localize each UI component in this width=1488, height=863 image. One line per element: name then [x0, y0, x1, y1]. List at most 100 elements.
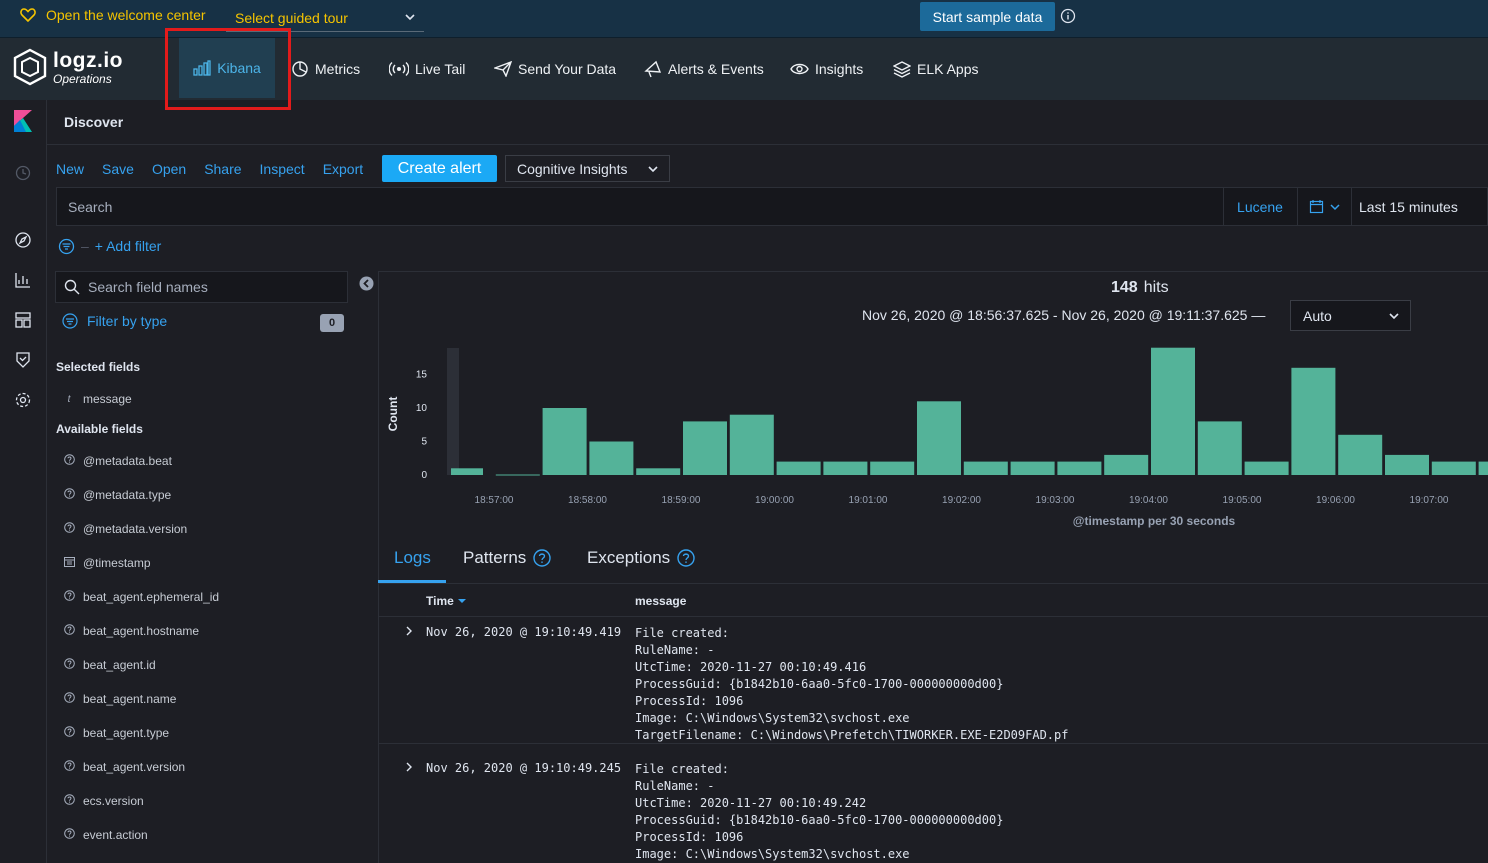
nav-send-your-data[interactable]: Send Your Data: [494, 38, 616, 100]
field-item[interactable]: beat_agent.ephemeral_id: [62, 590, 219, 604]
active-tab-indicator: [378, 580, 446, 583]
column-header-time[interactable]: Time: [426, 594, 466, 608]
results-tabs: Logs Patterns Exceptions: [378, 540, 1488, 584]
y-tick-label: 5: [421, 437, 427, 448]
time-range-display[interactable]: Last 15 minutes: [1359, 199, 1458, 215]
field-item[interactable]: beat_agent.version: [62, 760, 185, 774]
collapse-sidebar-icon[interactable]: [359, 276, 374, 291]
histogram-chart[interactable]: Count 0 5 10 15 18:57:00 18:58:00 18:59:00 19:00…: [379, 332, 1488, 532]
info-icon[interactable]: [1060, 8, 1076, 24]
logzio-logo[interactable]: logz.io Operations: [13, 48, 123, 86]
field-item[interactable]: @metadata.beat: [62, 454, 172, 468]
welcome-bar: Open the welcome center Select guided to…: [0, 0, 1488, 38]
field-item[interactable]: @metadata.version: [62, 522, 187, 536]
tab-exceptions[interactable]: Exceptions: [587, 548, 695, 568]
string-type-icon: t: [67, 393, 71, 405]
calendar-icon: [1309, 200, 1323, 214]
field-item[interactable]: @timestamp: [62, 556, 151, 570]
chevron-right-icon[interactable]: [402, 622, 416, 640]
x-tick-label: 18:58:00: [568, 495, 607, 506]
row-timestamp: Nov 26, 2020 @ 19:10:49.419: [426, 625, 622, 639]
interval-select[interactable]: Auto: [1290, 300, 1411, 331]
visualize-icon[interactable]: [14, 271, 32, 289]
field-item[interactable]: @metadata.type: [62, 488, 171, 502]
nav-kibana-label: Kibana: [217, 60, 261, 76]
create-alert-button[interactable]: Create alert: [382, 155, 497, 182]
field-item-message[interactable]: t message: [62, 392, 132, 406]
date-quick-menu-button[interactable]: [1297, 188, 1352, 225]
help-icon[interactable]: [677, 549, 695, 567]
unknown-type-icon: [62, 760, 76, 774]
field-item[interactable]: beat_agent.name: [62, 692, 176, 706]
histogram-bar: [870, 461, 915, 475]
x-tick-label: 19:01:00: [849, 495, 888, 506]
nav-elk-apps[interactable]: ELK Apps: [893, 38, 979, 100]
nav-alerts-events[interactable]: Alerts & Events: [644, 38, 764, 100]
histogram-bar: [729, 414, 774, 475]
tab-patterns[interactable]: Patterns: [463, 548, 552, 568]
add-filter-button[interactable]: + Add filter: [94, 238, 162, 254]
nav-kibana[interactable]: Kibana: [179, 38, 275, 98]
help-icon[interactable]: [533, 549, 552, 567]
cognitive-insights-select[interactable]: Cognitive Insights: [505, 155, 670, 182]
table-header: Time message: [378, 585, 1488, 617]
field-name: @timestamp: [83, 556, 151, 570]
nav-insights[interactable]: Insights: [790, 38, 863, 100]
guided-tour-select[interactable]: Select guided tour: [226, 4, 424, 32]
row-timestamp: Nov 26, 2020 @ 19:10:49.245: [426, 761, 622, 775]
dashboard-icon[interactable]: [14, 311, 32, 329]
logzio-cube-icon: [13, 48, 47, 86]
y-tick-label: 10: [416, 403, 428, 414]
gear-icon[interactable]: [14, 391, 32, 409]
menu-share[interactable]: Share: [204, 160, 242, 177]
welcome-center-link[interactable]: Open the welcome center: [20, 7, 206, 23]
column-header-message: message: [635, 594, 687, 608]
filter-by-type-button[interactable]: Filter by type: [62, 313, 167, 329]
field-item[interactable]: beat_agent.type: [62, 726, 169, 740]
nav-metrics-label: Metrics: [315, 61, 361, 77]
field-name: ecs.version: [83, 794, 144, 808]
row-message: File created: RuleName: - UtcTime: 2020-…: [635, 762, 1004, 861]
query-language-button[interactable]: Lucene: [1223, 188, 1296, 225]
field-item[interactable]: beat_agent.hostname: [62, 624, 199, 638]
x-tick-label: 19:03:00: [1036, 495, 1075, 506]
field-name: beat_agent.hostname: [83, 624, 200, 638]
x-tick-label: 19:04:00: [1129, 495, 1168, 506]
nav-alerts-events-label: Alerts & Events: [668, 61, 764, 77]
x-axis-label: @timestamp per 30 seconds: [1073, 514, 1236, 528]
filter-count-badge: 0: [320, 314, 344, 332]
security-shield-icon[interactable]: [14, 351, 32, 369]
broadcast-icon: [389, 61, 409, 77]
field-item[interactable]: event.action: [62, 828, 148, 842]
search-input[interactable]: Search: [68, 199, 113, 215]
menu-inspect[interactable]: Inspect: [259, 160, 305, 177]
compass-icon[interactable]: [14, 231, 32, 249]
welcome-center-label: Open the welcome center: [46, 7, 206, 23]
tab-logs[interactable]: Logs: [394, 548, 431, 568]
nav-metrics[interactable]: Metrics: [291, 38, 360, 100]
start-sample-data-button[interactable]: Start sample data: [920, 2, 1055, 31]
field-item[interactable]: ecs.version: [62, 794, 144, 808]
nav-live-tail[interactable]: Live Tail: [389, 38, 465, 100]
nav-send-your-data-label: Send Your Data: [518, 61, 617, 77]
menu-open[interactable]: Open: [151, 160, 187, 177]
kibana-logo-icon[interactable]: [14, 110, 32, 132]
table-row: Nov 26, 2020 @ 19:10:49.419 File created…: [378, 618, 1488, 744]
clock-icon[interactable]: [14, 164, 32, 182]
menu-save[interactable]: Save: [102, 160, 134, 177]
histogram-bar: [1151, 347, 1195, 475]
menu-new[interactable]: New: [56, 160, 85, 177]
field-search-input[interactable]: Search field names: [55, 271, 348, 303]
filter-options-icon[interactable]: [58, 238, 75, 255]
chevron-right-icon[interactable]: [402, 758, 416, 776]
app-header: Discover: [47, 100, 1488, 145]
menu-export[interactable]: Export: [322, 160, 364, 177]
y-tick-label: 0: [421, 470, 427, 481]
histogram-bar: [1244, 461, 1289, 475]
field-item[interactable]: beat_agent.id: [62, 658, 156, 672]
unknown-type-icon: [62, 726, 76, 740]
field-name: @metadata.version: [83, 522, 188, 536]
histogram-panel: 148 hits Nov 26, 2020 @ 18:56:37.625 - No…: [378, 271, 1488, 863]
guided-tour-label: Select guided tour: [235, 9, 348, 26]
histogram-bar: [1478, 461, 1488, 475]
